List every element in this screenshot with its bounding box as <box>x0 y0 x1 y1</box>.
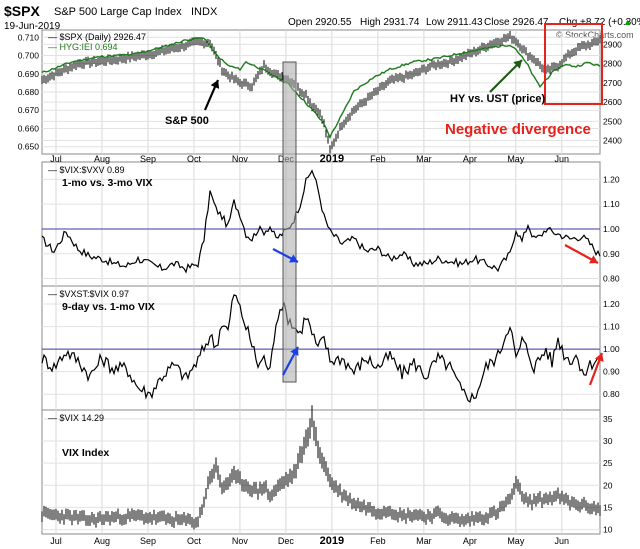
legend-vix: — $VIX 14.29 <box>48 413 104 423</box>
vxst-subtitle: 9-day vs. 1-mo VIX <box>62 301 155 313</box>
y-tick-label-vix: 35 <box>603 414 613 424</box>
annotation-arrows <box>203 59 604 386</box>
y-tick-label-ratio: 1.00 <box>603 344 620 354</box>
y-tick-label-vix: 25 <box>603 458 613 468</box>
vxv-blue-arrow-head <box>289 254 298 263</box>
chart-date: 19-Jun-2019 <box>4 21 61 32</box>
x-tick-label: Apr <box>463 536 477 546</box>
y-tick-label-ratio: 1.10 <box>603 199 620 209</box>
y-tick-label-ratio: 0.80 <box>603 389 620 399</box>
y-tick-label-left: 0.660 <box>18 123 40 133</box>
x-tick-label: Sep <box>140 154 156 164</box>
vix-subtitle: VIX Index <box>62 447 109 459</box>
change-label: Chg <box>559 17 577 28</box>
hyg-iei-line <box>41 37 601 140</box>
legend-vix-vxv: — $VIX:$VXV 0.89 <box>48 165 125 175</box>
y-tick-label-vix: 15 <box>603 502 613 512</box>
x-tick-label: Jun <box>555 154 570 164</box>
hy-ust-arrow-head <box>513 60 522 69</box>
x-tick-label: Aug <box>94 154 110 164</box>
x-tick-label: Apr <box>463 154 477 164</box>
x-tick-label: May <box>507 154 525 164</box>
x-tick-label: Sep <box>140 536 156 546</box>
x-tick-label: Jul <box>50 536 62 546</box>
x-tick-label: 2019 <box>320 153 344 165</box>
x-tick-label: Dec <box>278 536 295 546</box>
divergence-box <box>544 23 603 105</box>
y-tick-label-left: 0.700 <box>18 51 40 61</box>
y-tick-label-ratio: 0.90 <box>603 367 620 377</box>
y-tick-label-vix: 20 <box>603 480 613 490</box>
y-tick-label-left: 0.710 <box>18 32 40 42</box>
y-tick-label-right: 2600 <box>603 97 622 107</box>
open-value: Open 2920.55 <box>288 17 352 28</box>
y-tick-label-left: 0.650 <box>18 142 40 152</box>
x-tick-label: Mar <box>416 536 432 546</box>
change-up-arrow: ▲ <box>623 17 632 27</box>
vix-vxv-line <box>41 169 601 274</box>
y-tick-label-vix: 10 <box>603 525 613 535</box>
x-tick-label: Feb <box>370 154 386 164</box>
y-axis-ticks: 0.710 0.700 0.690 0.680 0.670 0.660 0.650 2900 2… <box>18 32 622 534</box>
x-tick-label: Jul <box>50 154 62 164</box>
x-tick-label: Feb <box>370 536 386 546</box>
y-tick-label-ratio: 0.80 <box>603 274 620 284</box>
y-tick-label-right: 2400 <box>603 136 622 146</box>
x-axis-labels: JulJulAugAugSepSepOctOctNovNovDecDec2019… <box>50 153 569 547</box>
legends: — $SPX (Daily) 2926.47— HYG:IEI 0.694 — $… <box>48 32 146 423</box>
y-tick-label-right: 2500 <box>603 116 622 126</box>
y-tick-label-ratio: 1.00 <box>603 224 620 234</box>
negative-divergence-annotation: Negative divergence <box>445 121 591 138</box>
symbol-title: $SPX <box>4 3 40 19</box>
x-tick-label: Oct <box>187 154 202 164</box>
low-value: Low 2911.43 <box>426 17 483 28</box>
y-tick-label-ratio: 1.10 <box>603 322 620 332</box>
legend-hyg: — HYG:IEI 0.694 <box>48 42 118 52</box>
vxst-vix-line <box>41 294 601 403</box>
high-value: High 2931.74 <box>360 17 420 28</box>
y-tick-label-vix: 30 <box>603 436 613 446</box>
y-tick-label-ratio: 1.20 <box>603 174 620 184</box>
y-tick-label-left: 0.690 <box>18 69 40 79</box>
legend-vxst-vix: — $VXST:$VIX 0.97 <box>48 289 129 299</box>
index-name: S&P 500 Large Cap Index <box>54 6 182 18</box>
y-tick-label-ratio: 1.20 <box>603 299 620 309</box>
hy-ust-annotation: HY vs. UST (price) <box>450 93 545 105</box>
x-tick-label: Nov <box>232 154 249 164</box>
x-tick-label: 2019 <box>320 535 344 547</box>
y-tick-label-right: 2800 <box>603 59 622 69</box>
y-tick-label-left: 0.680 <box>18 87 40 97</box>
vxst-blue-arrow-head <box>290 347 299 356</box>
x-tick-label: Oct <box>187 536 202 546</box>
vxv-red-arrow-head <box>589 255 598 264</box>
vxst-red-arrow-head <box>594 353 604 362</box>
legend-spx: — $SPX (Daily) 2926.47 <box>48 32 146 42</box>
y-tick-label-left: 0.670 <box>18 105 40 115</box>
vxv-subtitle: 1-mo vs. 3-mo VIX <box>62 177 152 189</box>
x-tick-label: May <box>507 536 525 546</box>
gridlines <box>42 30 600 534</box>
x-tick-label: Jun <box>555 536 570 546</box>
x-tick-label: Mar <box>416 154 432 164</box>
vix-panel-frame <box>41 409 601 535</box>
sp500-arrow-head <box>210 80 220 89</box>
x-tick-label: Nov <box>232 536 249 546</box>
x-tick-label: Aug <box>94 536 110 546</box>
december-highlight-box <box>282 61 297 383</box>
stockcharts-watermark: © StockCharts.com <box>556 30 634 40</box>
exchange-label: INDX <box>191 6 218 18</box>
change-value: +8.72 (+0.30%) <box>580 17 640 28</box>
y-tick-label-right: 2700 <box>603 78 622 88</box>
y-tick-label-ratio: 0.90 <box>603 249 620 259</box>
plot-series <box>41 31 601 530</box>
close-value: Close 2926.47 <box>484 17 549 28</box>
y-tick-label-right: 2900 <box>603 39 622 49</box>
sp500-annotation: S&P 500 <box>165 115 209 127</box>
